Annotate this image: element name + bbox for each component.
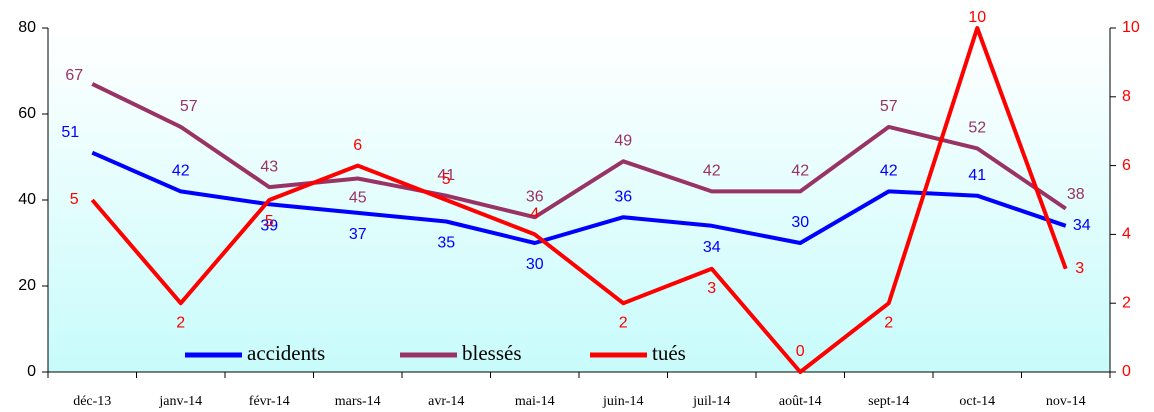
data-label: 42 — [791, 163, 809, 180]
data-label: 34 — [1073, 217, 1091, 234]
data-label: 41 — [968, 167, 986, 184]
data-label: 39 — [260, 218, 278, 235]
y2-tick-label: 8 — [1122, 88, 1131, 105]
data-label: 3 — [1075, 260, 1084, 277]
data-label: 42 — [880, 163, 898, 180]
series-line — [91, 82, 1067, 220]
data-label: 52 — [968, 120, 986, 137]
data-label: 5 — [442, 171, 451, 188]
data-label: 37 — [349, 226, 367, 243]
x-tick-label: janv-14 — [158, 394, 202, 409]
data-label: 38 — [1067, 186, 1085, 203]
data-label: 67 — [65, 67, 83, 84]
data-label: 6 — [353, 137, 362, 154]
data-label: 41 — [437, 167, 455, 184]
data-label: 36 — [614, 188, 632, 205]
x-tick-label: oct-14 — [959, 394, 995, 409]
data-label: 30 — [526, 256, 544, 273]
data-label: 36 — [526, 188, 544, 205]
y-tick-label: 60 — [18, 105, 36, 122]
x-tick-label: sept-14 — [868, 394, 909, 409]
y2-tick-label: 0 — [1122, 363, 1131, 380]
x-tick-label: nov-14 — [1046, 394, 1086, 409]
x-tick-label: mai-14 — [515, 394, 555, 409]
data-label: 45 — [349, 190, 367, 207]
data-label: 4 — [530, 206, 539, 223]
x-tick-label: juin-14 — [602, 394, 643, 409]
data-label: 51 — [61, 124, 79, 141]
x-tick-label: févr-14 — [249, 394, 290, 409]
y-tick-label: 20 — [18, 277, 36, 294]
x-tick-label: mars-14 — [335, 394, 381, 409]
series-line — [91, 150, 1067, 245]
y2-tick-label: 10 — [1122, 19, 1140, 36]
data-label: 57 — [180, 98, 198, 115]
data-label: 2 — [176, 314, 185, 331]
plot-area — [48, 28, 1110, 372]
legend-label: tués — [652, 341, 686, 365]
data-label: 42 — [703, 163, 721, 180]
data-label: 5 — [70, 191, 79, 208]
data-label: 2 — [884, 314, 893, 331]
data-label: 57 — [880, 98, 898, 115]
data-label: 30 — [791, 214, 809, 231]
legend-label: accidents — [247, 341, 325, 365]
x-tick-label: déc-13 — [73, 394, 111, 409]
y-tick-label: 80 — [18, 19, 36, 36]
data-label: 49 — [614, 133, 632, 150]
data-label: 2 — [619, 314, 628, 331]
y2-tick-label: 2 — [1122, 294, 1131, 311]
legend-label: blessés — [462, 341, 522, 365]
data-label: 35 — [437, 235, 455, 252]
data-label: 42 — [172, 163, 190, 180]
data-label: 5 — [265, 213, 274, 230]
data-label: 10 — [968, 9, 986, 26]
data-label: 3 — [707, 280, 716, 297]
y-tick-label: 40 — [18, 191, 36, 208]
y-tick-label: 0 — [27, 363, 36, 380]
x-tick-label: avr-14 — [428, 394, 464, 409]
data-label: 0 — [796, 343, 805, 360]
x-tick-label: août-14 — [779, 394, 822, 409]
y2-tick-label: 4 — [1122, 226, 1131, 243]
y2-tick-label: 6 — [1122, 157, 1131, 174]
x-tick-label: juil-14 — [692, 394, 730, 409]
series-line — [90, 26, 1068, 374]
data-label: 43 — [260, 158, 278, 175]
data-label: 34 — [703, 239, 721, 256]
